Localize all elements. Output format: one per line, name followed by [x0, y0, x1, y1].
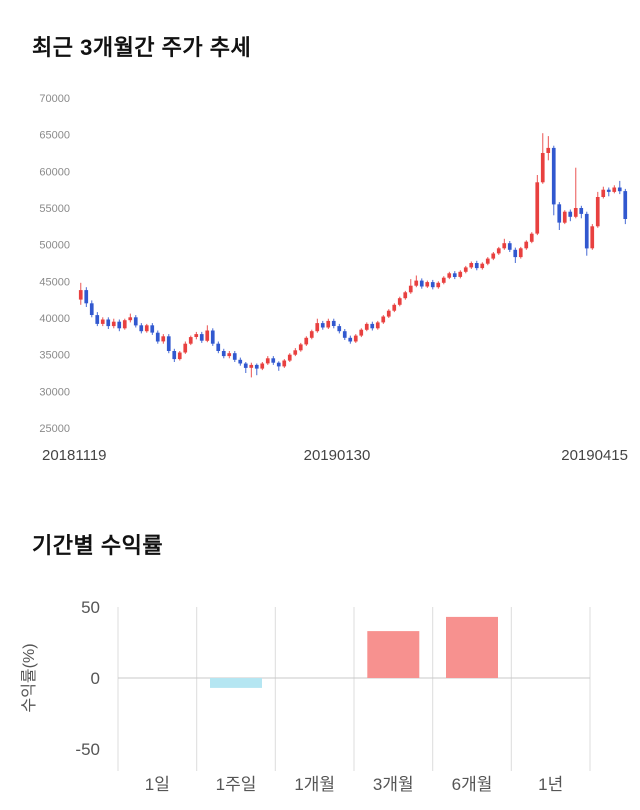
- svg-text:-50: -50: [75, 740, 100, 759]
- x-axis-labels: 1일 1주일 1개월 3개월 6개월 1년: [145, 775, 564, 794]
- svg-text:20190415: 20190415: [561, 447, 628, 464]
- returns-title: 기간별 수익률: [32, 533, 164, 558]
- svg-text:70000: 70000: [39, 93, 70, 105]
- svg-text:40000: 40000: [39, 313, 70, 325]
- svg-text:55000: 55000: [39, 203, 70, 215]
- grid-lines: [117, 607, 591, 771]
- svg-text:1일: 1일: [145, 775, 170, 794]
- svg-text:6개월: 6개월: [452, 775, 493, 794]
- bar-3개월: [367, 631, 420, 678]
- svg-text:20190130: 20190130: [304, 447, 371, 464]
- svg-text:30000: 30000: [39, 386, 70, 398]
- bar-1주일: [210, 678, 262, 688]
- svg-text:0: 0: [91, 669, 100, 688]
- svg-text:50000: 50000: [39, 240, 70, 252]
- y-axis-ticks: 50 0 -50: [75, 598, 100, 759]
- svg-text:1개월: 1개월: [294, 775, 335, 794]
- svg-text:60000: 60000: [39, 166, 70, 178]
- svg-text:3개월: 3개월: [373, 775, 414, 794]
- price-candlestick-chart: 70000 65000 60000 55000 50000 45000 40000 35000…: [39, 93, 628, 464]
- svg-text:35000: 35000: [39, 350, 70, 362]
- bar-6개월: [446, 616, 498, 678]
- period-returns-bar-chart: 50 0 -50 수익률(%) 1일 1주일 1개월 3개월 6개월 1년: [20, 598, 591, 794]
- svg-text:25000: 25000: [39, 423, 70, 435]
- svg-text:65000: 65000: [39, 130, 70, 142]
- y-axis-title: 수익률(%): [20, 643, 38, 712]
- price-trend-title: 최근 3개월간 주가 추세: [32, 35, 252, 60]
- y-axis-ticks: 70000 65000 60000 55000 50000 45000 40000 35000…: [39, 93, 70, 435]
- svg-text:50: 50: [81, 598, 100, 617]
- x-axis-ticks: 20181119 20190130 20190415: [42, 447, 628, 464]
- bars: [210, 616, 498, 688]
- svg-text:20181119: 20181119: [42, 447, 107, 464]
- svg-text:1주일: 1주일: [216, 775, 257, 794]
- svg-text:45000: 45000: [39, 276, 70, 288]
- candles: [78, 133, 628, 378]
- svg-text:1년: 1년: [538, 775, 563, 794]
